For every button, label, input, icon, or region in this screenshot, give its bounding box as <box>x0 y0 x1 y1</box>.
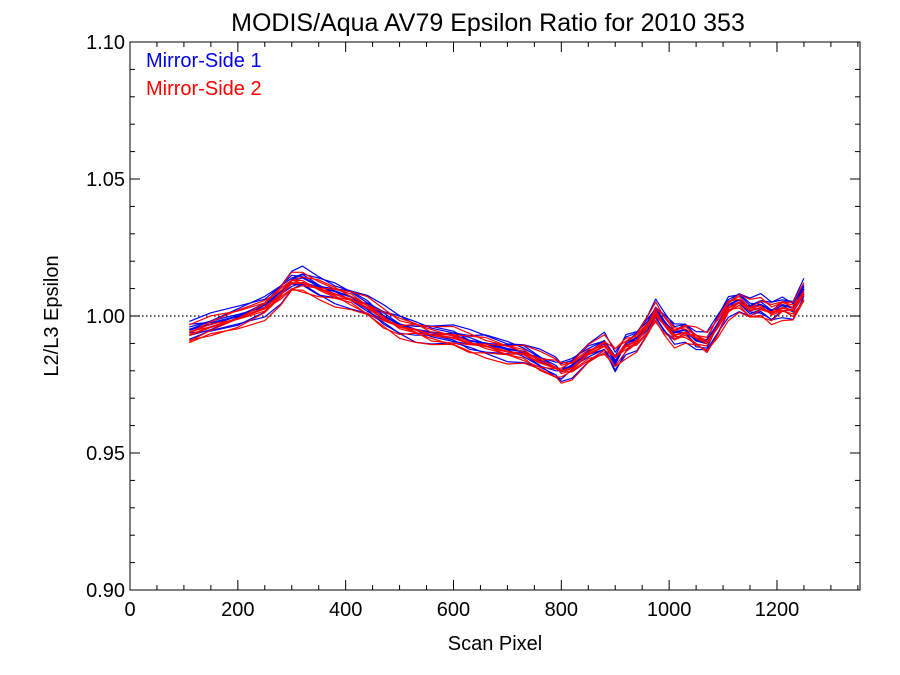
series-2-trace <box>189 279 805 375</box>
x-tick-label: 0 <box>124 599 135 621</box>
series-group <box>188 265 805 384</box>
series-2-trace <box>189 271 805 366</box>
y-tick-label: 1.00 <box>86 306 125 328</box>
x-tick-label: 200 <box>221 599 254 621</box>
series-2-trace <box>189 276 805 364</box>
y-tick-label: 1.10 <box>86 32 125 54</box>
x-tick-label: 800 <box>545 599 578 621</box>
x-tick-label: 1200 <box>755 599 800 621</box>
legend-item-mirror-side-1: Mirror-Side 1 <box>146 50 262 72</box>
x-tick-label: 1000 <box>647 599 692 621</box>
y-axis-label: L2/L3 Epsilon <box>41 255 63 376</box>
y-tick-label: 1.05 <box>86 169 125 191</box>
series-1-bundle <box>189 265 805 382</box>
series-2-trace <box>189 288 805 378</box>
x-tick-label: 400 <box>329 599 362 621</box>
tick-labels: 0 200 400 600 800 1000 1200 0.90 0.95 1.00 1.05 1.1… <box>86 32 799 621</box>
series-2-line <box>188 282 805 372</box>
legend-item-mirror-side-2: Mirror-Side 2 <box>146 78 262 100</box>
x-tick-label: 600 <box>437 599 470 621</box>
y-tick-label: 0.90 <box>86 580 125 602</box>
series-2-trace <box>189 289 805 384</box>
chart-title: MODIS/Aqua AV79 Epsilon Ratio for 2010 3… <box>231 9 745 37</box>
series-2-bundle <box>188 271 805 384</box>
legend: Mirror-Side 1 Mirror-Side 2 <box>146 50 262 100</box>
x-axis-label: Scan Pixel <box>448 633 543 655</box>
series-2-trace <box>189 279 805 370</box>
y-tick-label: 0.95 <box>86 443 125 465</box>
axis-ticks <box>129 41 860 591</box>
series-1-trace <box>189 265 805 365</box>
